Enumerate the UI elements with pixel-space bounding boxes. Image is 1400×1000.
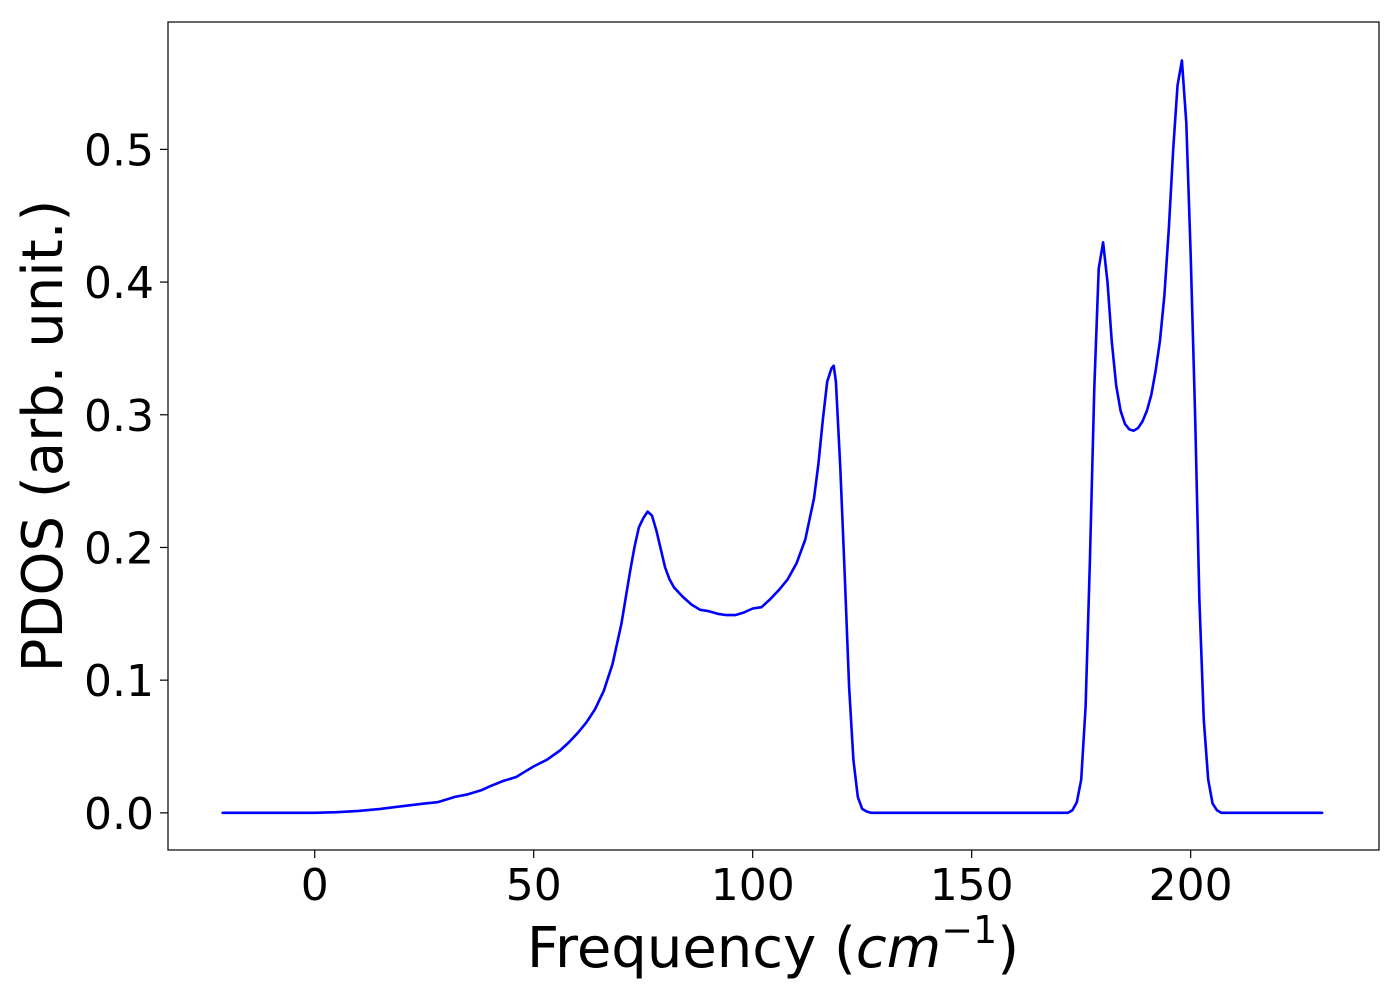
x-tick-label: 50 <box>506 860 562 911</box>
x-axis-label-exponent: −1 <box>941 908 997 952</box>
plot-frame <box>167 21 1380 851</box>
y-axis-label: PDOS (arb. unit.) <box>11 200 76 673</box>
x-axis-label: Frequency (cm−1) <box>527 908 1019 981</box>
x-tick-label: 0 <box>301 860 329 911</box>
x-tick-label: 200 <box>1149 860 1233 911</box>
y-tick-label: 0.3 <box>84 391 154 442</box>
x-axis-ticks: 0 50 100 150 200 <box>301 850 1233 911</box>
x-tick-label: 100 <box>711 860 795 911</box>
x-axis-label-close: ) <box>997 916 1019 981</box>
y-tick-label: 0.1 <box>84 656 154 707</box>
x-axis-label-unit: cm <box>856 916 941 981</box>
y-tick-label: 0.2 <box>84 523 154 574</box>
y-tick-label: 0.0 <box>84 789 154 840</box>
pdos-series-line <box>221 59 1324 815</box>
y-tick-label: 0.4 <box>84 258 154 309</box>
y-axis-ticks: 0.0 0.1 0.2 0.3 0.4 0.5 <box>84 125 168 840</box>
x-tick-label: 150 <box>930 860 1014 911</box>
y-tick-label: 0.5 <box>84 125 154 176</box>
